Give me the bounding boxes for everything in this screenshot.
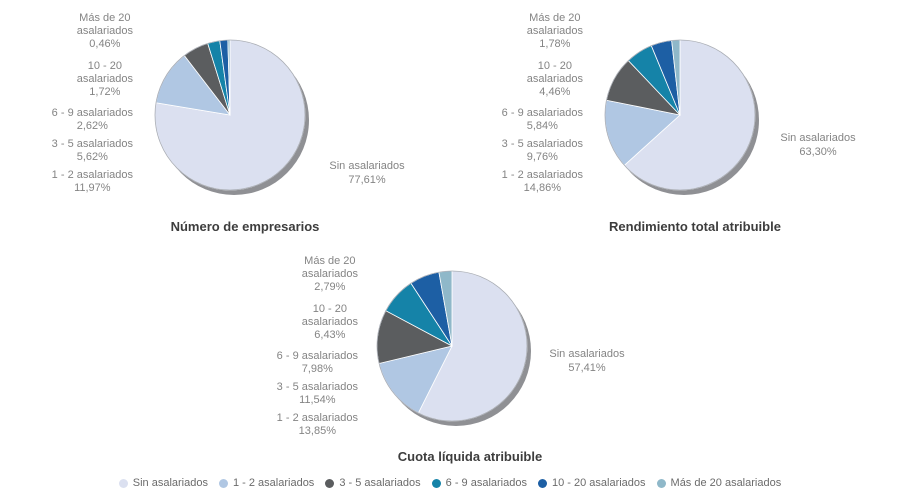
pie-outline (154, 39, 306, 191)
label-value: 5,62% (76, 151, 108, 163)
label-line: 6 - 9 asalariados (276, 350, 358, 362)
label-line: asalariados (526, 73, 583, 85)
label-sin-asalariados: Sin asalariados 77,61% (302, 159, 432, 187)
label-value: 11,97% (74, 182, 111, 194)
chart-title: Número de empresarios (170, 219, 320, 234)
label-line: Sin asalariados (329, 160, 405, 172)
legend-swatch-icon (118, 478, 128, 488)
label-sin-asalariados: Sin asalariados 63,30% (753, 131, 883, 159)
label-line: asalariados (526, 25, 583, 37)
legend-swatch-icon (656, 478, 666, 488)
pie-outline (376, 270, 528, 422)
label-line: 6 - 9 asalariados (501, 107, 583, 119)
label-value: 9,76% (526, 151, 558, 163)
label-3-5-asalariados: 3 - 5 asalariados 9,76% (502, 138, 583, 164)
label-value: 6,43% (314, 329, 346, 341)
label-line: Más de 20 (304, 255, 356, 267)
label-line: 6 - 9 asalariados (51, 107, 133, 119)
label-value: 5,84% (526, 120, 558, 132)
left-labels: Más de 20 asalariados 1,78% 10 - 20 asal… (450, 12, 583, 195)
label-1-2-asalariados: 1 - 2 asalariados 11,97% (52, 169, 133, 195)
label-mas-de-20-asalariados: Más de 20 asalariados 1,78% (527, 12, 583, 51)
legend-item-3-5-asalariados[interactable]: 3 - 5 asalariados (325, 477, 421, 489)
left-labels: Más de 20 asalariados 0,46% 10 - 20 asal… (0, 12, 133, 195)
legend-label: Sin asalariados (132, 477, 208, 489)
pie-rendimiento-total-atribuible[interactable] (600, 37, 764, 201)
label-value: 4,46% (539, 86, 571, 98)
label-3-5-asalariados: 3 - 5 asalariados 5,62% (52, 138, 133, 164)
label-line: 10 - 20 (312, 303, 347, 315)
legend-swatch-icon (537, 478, 547, 488)
label-6-9-asalariados: 6 - 9 asalariados 5,84% (502, 107, 583, 133)
pie-outline (604, 39, 756, 191)
label-line: 3 - 5 asalariados (501, 138, 583, 150)
label-sin-asalariados: Sin asalariados 57,41% (522, 347, 652, 375)
label-value: 14,86% (523, 182, 561, 194)
label-line: 1 - 2 asalariados (276, 412, 358, 424)
label-line: 1 - 2 asalariados (501, 169, 583, 181)
label-line: 3 - 5 asalariados (51, 138, 133, 150)
chart-numero-de-empresarios: Más de 20 asalariados 0,46% 10 - 20 asal… (0, 0, 450, 245)
label-value: 11,54% (299, 394, 336, 406)
label-line: asalariados (301, 268, 358, 280)
label-value: 7,98% (301, 363, 333, 375)
label-line: Sin asalariados (549, 348, 625, 360)
label-6-9-asalariados: 6 - 9 asalariados 2,62% (52, 107, 133, 133)
legend-item-10-20-asalariados[interactable]: 10 - 20 asalariados (537, 477, 646, 489)
label-value: 57,41% (568, 362, 606, 374)
legend: Sin asalariados 1 - 2 asalariados 3 - 5 … (0, 474, 900, 492)
chart-cuota-liquida-atribuible: Más de 20 asalariados 2,79% 10 - 20 asal… (225, 248, 675, 473)
label-value: 1,72% (89, 86, 121, 98)
chart-rendimiento-total-atribuible: Más de 20 asalariados 1,78% 10 - 20 asal… (450, 0, 900, 245)
label-line: 10 - 20 (537, 60, 572, 72)
label-6-9-asalariados: 6 - 9 asalariados 7,98% (277, 350, 358, 376)
legend-item-6-9-asalariados[interactable]: 6 - 9 asalariados (431, 477, 527, 489)
label-value: 63,30% (799, 146, 837, 158)
label-10-20-asalariados: 10 - 20 asalariados 4,46% (527, 60, 583, 99)
label-value: 77,61% (348, 174, 386, 186)
pie-numero-de-empresarios[interactable] (150, 37, 314, 201)
chart-title: Rendimiento total atribuible (609, 219, 781, 234)
label-line: Sin asalariados (780, 132, 856, 144)
legend-item-sin-asalariados[interactable]: Sin asalariados (118, 477, 208, 489)
label-1-2-asalariados: 1 - 2 asalariados 14,86% (502, 169, 583, 195)
legend-item-mas-de-20-asalariados[interactable]: Más de 20 asalariados (656, 477, 782, 489)
label-value: 0,46% (89, 38, 121, 50)
label-3-5-asalariados: 3 - 5 asalariados 11,54% (277, 381, 358, 407)
legend-label: 3 - 5 asalariados (339, 477, 421, 489)
pie-cuota-liquida-atribuible[interactable] (372, 268, 536, 432)
label-line: 10 - 20 (87, 60, 122, 72)
label-mas-de-20-asalariados: Más de 20 asalariados 0,46% (77, 12, 133, 51)
label-line: Más de 20 (79, 12, 131, 24)
label-mas-de-20-asalariados: Más de 20 asalariados 2,79% (302, 255, 358, 294)
label-line: Más de 20 (529, 12, 581, 24)
legend-label: 6 - 9 asalariados (445, 477, 527, 489)
legend-item-1-2-asalariados[interactable]: 1 - 2 asalariados (218, 477, 315, 489)
label-1-2-asalariados: 1 - 2 asalariados 13,85% (277, 412, 358, 438)
label-value: 13,85% (298, 425, 336, 437)
label-value: 1,78% (539, 38, 571, 50)
label-line: 1 - 2 asalariados (51, 169, 133, 181)
legend-swatch-icon (431, 478, 441, 488)
legend-label: 10 - 20 asalariados (551, 477, 646, 489)
left-labels: Más de 20 asalariados 2,79% 10 - 20 asal… (225, 255, 358, 438)
legend-swatch-icon (325, 478, 335, 488)
legend-label: Más de 20 asalariados (670, 477, 782, 489)
label-10-20-asalariados: 10 - 20 asalariados 1,72% (77, 60, 133, 99)
label-line: asalariados (76, 25, 133, 37)
label-10-20-asalariados: 10 - 20 asalariados 6,43% (302, 303, 358, 342)
legend-swatch-icon (218, 478, 228, 488)
label-line: 3 - 5 asalariados (276, 381, 358, 393)
legend-label: 1 - 2 asalariados (232, 477, 315, 489)
label-line: asalariados (76, 73, 133, 85)
label-line: asalariados (301, 316, 358, 328)
label-value: 2,79% (314, 281, 346, 293)
label-value: 2,62% (76, 120, 108, 132)
chart-title: Cuota líquida atribuible (397, 449, 543, 464)
